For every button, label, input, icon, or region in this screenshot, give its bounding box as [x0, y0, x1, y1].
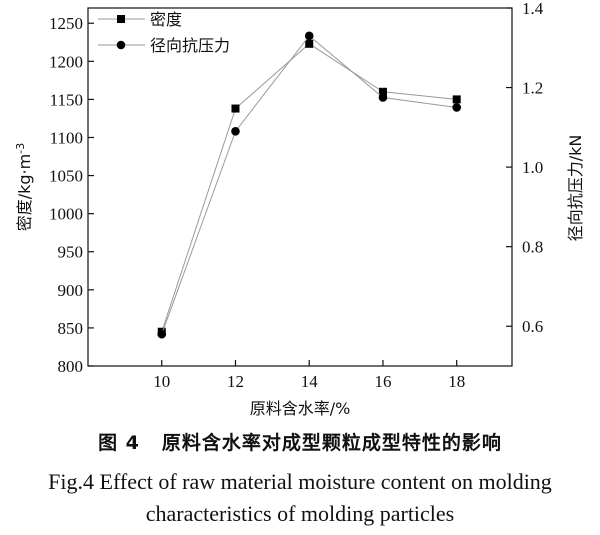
- figure-caption-en-line2: characteristics of molding particles: [145, 501, 455, 526]
- y-left-tick-label: 1100: [50, 128, 83, 147]
- y-right-tick-label: 0.8: [522, 238, 543, 257]
- strength-point: [231, 127, 240, 136]
- strength-point: [304, 31, 314, 41]
- y-left-tick-label: 1050: [49, 167, 83, 186]
- x-tick-label: 18: [448, 372, 465, 391]
- figure-title-cn: 原料含水率对成型颗粒成型特性的影响: [161, 432, 502, 454]
- strength-point: [157, 329, 167, 339]
- figure-number: 图 4: [98, 432, 140, 454]
- y-right-tick-label: 1.0: [522, 158, 543, 177]
- density-point: [378, 87, 387, 96]
- y-right-tick-label: 1.2: [522, 79, 543, 98]
- y-left-axis-label-sup: -3: [14, 143, 27, 154]
- series-line-density: [161, 43, 457, 332]
- axes-layer: 10 12 14 16 18 800 850 900 950 1000 1050 1100 1150 12…: [49, 0, 544, 391]
- y-left-axis-label-main: 密度/kg·m: [15, 154, 34, 232]
- x-tick-label: 10: [153, 372, 170, 391]
- figure-caption-cn: 图 4 原料含水率对成型颗粒成型特性的影响: [0, 428, 600, 455]
- y-left-tick-label: 1200: [49, 52, 83, 71]
- density-point: [452, 95, 461, 104]
- density-point: [231, 104, 240, 113]
- series-layer: [157, 31, 461, 339]
- x-tick-label: 14: [301, 372, 319, 391]
- y-left-tick-label: 1150: [50, 90, 83, 109]
- chart: 10 12 14 16 18 800 850 900 950 1000 1050 1100 1150 12…: [14, 0, 585, 418]
- plot-frame: [87, 7, 513, 367]
- y-left-axis-label: 密度/kg·m-3: [14, 143, 34, 231]
- series-line-strength: [161, 35, 457, 335]
- legend-marker-strength: [116, 40, 126, 50]
- y-right-tick-label: 0.6: [522, 317, 543, 336]
- legend-label-strength: 径向抗压力: [150, 36, 230, 55]
- figure-caption-en: Fig.4 Effect of raw material moisture co…: [0, 466, 600, 530]
- x-tick-label: 16: [374, 372, 391, 391]
- y-right-axis-label: 径向抗压力/kN: [566, 135, 585, 242]
- x-tick-label: 12: [227, 372, 244, 391]
- y-left-tick-label: 800: [58, 357, 84, 376]
- x-axis-label: 原料含水率/%: [250, 399, 351, 418]
- figure-caption-en-line1: Fig.4 Effect of raw material moisture co…: [48, 469, 552, 494]
- y-right-tick-label: 1.4: [522, 0, 544, 18]
- legend-label-density: 密度: [150, 10, 182, 29]
- legend: 密度 径向抗压力: [98, 10, 230, 55]
- y-left-tick-label: 1250: [49, 14, 83, 33]
- y-left-tick-label: 900: [58, 281, 84, 300]
- y-left-tick-label: 1000: [49, 205, 83, 224]
- y-left-tick-label: 950: [58, 243, 84, 262]
- strength-point: [452, 103, 461, 112]
- strength-point: [378, 93, 388, 102]
- y-left-tick-label: 850: [58, 319, 84, 338]
- density-point: [305, 39, 314, 48]
- legend-marker-density: [117, 15, 125, 23]
